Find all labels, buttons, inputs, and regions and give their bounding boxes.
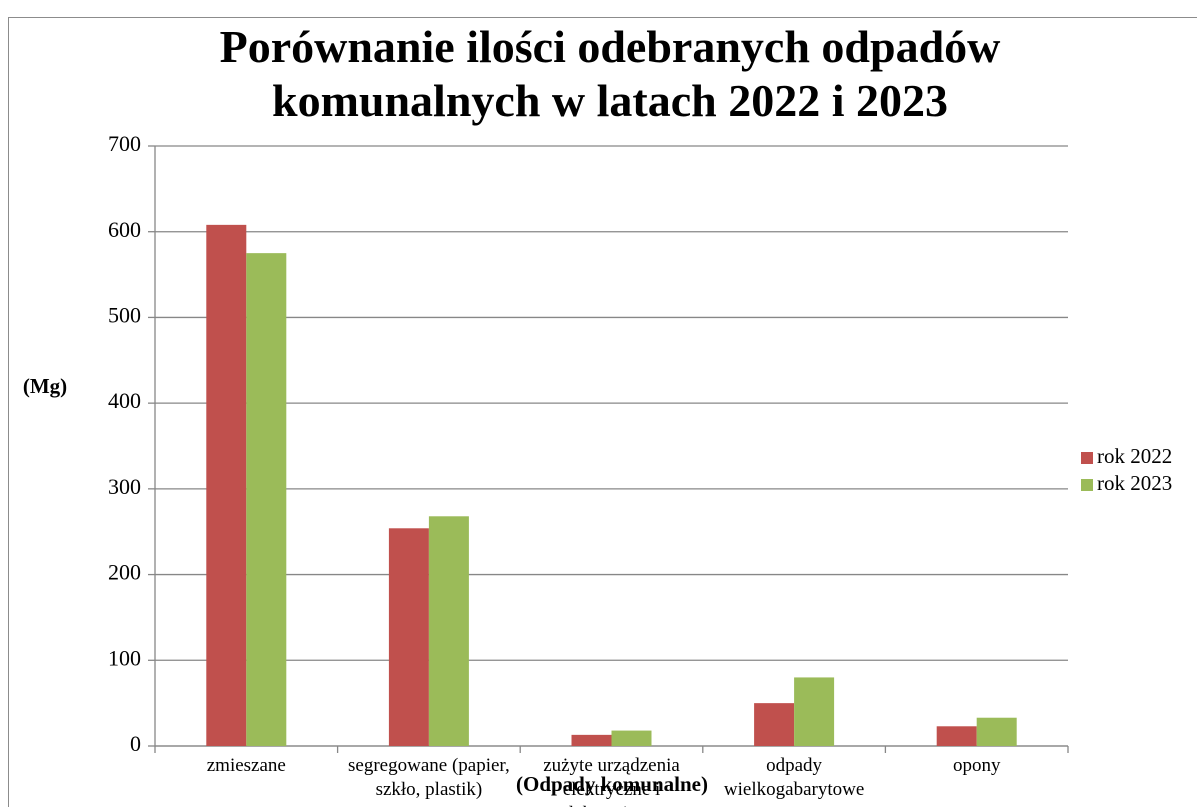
y-tick-label: 600 <box>108 217 141 242</box>
y-tick-label: 0 <box>130 731 141 756</box>
bar <box>206 224 247 746</box>
legend-swatch <box>1081 452 1093 464</box>
y-tick-label: 300 <box>108 474 141 499</box>
bar <box>936 726 977 746</box>
bar <box>976 717 1017 746</box>
chart-frame <box>8 17 1197 807</box>
x-tick-label: zmieszane <box>206 755 286 776</box>
bar <box>388 528 429 746</box>
y-tick-label: 700 <box>108 131 141 156</box>
chart-title: Porównanie ilości odebranych odpadów kom… <box>219 21 1001 126</box>
legend-label: rok 2023 <box>1097 471 1172 495</box>
x-tick-label: zużyte urządzenia elektryczne i elektron… <box>543 755 680 807</box>
x-tick-label: odpady wielkogabarytowe <box>723 755 865 800</box>
x-axis-title: (Odpady komunalne) <box>516 772 708 796</box>
y-tick-label: 200 <box>108 560 141 585</box>
legend-swatch <box>1081 479 1093 491</box>
bar <box>571 734 612 746</box>
y-tick-label: 500 <box>108 302 141 327</box>
y-axis-title: (Mg) <box>23 374 67 398</box>
legend-label: rok 2022 <box>1097 444 1172 468</box>
bar <box>246 253 287 746</box>
bar <box>794 677 835 746</box>
bar <box>428 516 469 746</box>
x-tick-label: segregowane (papier, szkło, plastik) <box>348 755 510 800</box>
x-tick-label: opony <box>952 755 1001 776</box>
y-tick-label: 400 <box>108 388 141 413</box>
y-tick-label: 100 <box>108 645 141 670</box>
bar <box>611 730 652 746</box>
bar <box>754 703 795 746</box>
